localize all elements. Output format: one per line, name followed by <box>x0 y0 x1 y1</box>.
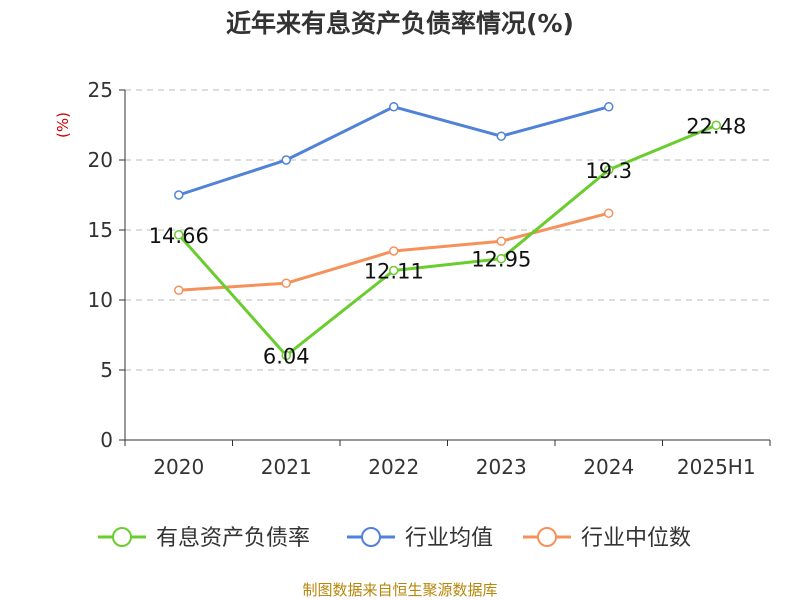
legend-label: 有息资产负债率 <box>156 526 310 551</box>
data-point <box>389 246 399 256</box>
data-point <box>604 208 614 218</box>
data-point <box>281 350 291 361</box>
series-line <box>178 105 610 197</box>
x-tick-label: 2020 <box>153 455 204 479</box>
series-2 <box>174 208 614 295</box>
data-point <box>389 102 399 112</box>
data-point <box>174 190 184 200</box>
y-tick-label: 5 <box>100 358 113 382</box>
x-tick-label: 2025H1 <box>677 455 756 479</box>
data-point <box>174 285 184 295</box>
data-point <box>496 236 506 246</box>
y-tick-label: 0 <box>100 428 113 452</box>
data-label: 6.04 <box>263 344 310 368</box>
legend-marker <box>537 527 557 547</box>
series-0 <box>174 120 721 361</box>
x-tick-label: 2023 <box>476 455 527 479</box>
legend-label: 行业中位数 <box>581 526 691 551</box>
data-point <box>174 230 184 240</box>
data-source-note: 制图数据来自恒生聚源数据库 <box>302 581 498 599</box>
legend-label: 行业均值 <box>405 526 493 551</box>
series-1 <box>174 102 614 200</box>
y-tick-label: 20 <box>88 148 113 172</box>
data-label: 12.95 <box>471 248 531 272</box>
legend-marker <box>361 527 381 547</box>
y-tick-label: 15 <box>88 218 113 242</box>
legend-marker <box>112 527 132 547</box>
y-tick-label: 25 <box>88 78 113 102</box>
data-point <box>604 165 614 175</box>
y-axis-label: (%) <box>54 112 72 138</box>
data-label: 12.11 <box>364 259 424 283</box>
x-tick-label: 2021 <box>261 455 312 479</box>
x-tick-label: 2022 <box>368 455 419 479</box>
data-point <box>496 253 506 264</box>
data-point <box>711 120 721 131</box>
series-line <box>177 123 717 357</box>
data-point <box>281 155 291 165</box>
y-tick-label: 10 <box>88 288 113 312</box>
data-label: 14.66 <box>149 224 209 248</box>
data-label: 22.48 <box>686 114 746 138</box>
data-point <box>281 278 291 288</box>
chart-title: 近年来有息资产负债率情况(%) <box>226 9 574 38</box>
x-tick-label: 2024 <box>583 455 634 479</box>
data-point <box>389 265 399 276</box>
data-point <box>496 131 506 141</box>
data-label: 19.3 <box>585 159 632 183</box>
data-point <box>604 102 614 112</box>
